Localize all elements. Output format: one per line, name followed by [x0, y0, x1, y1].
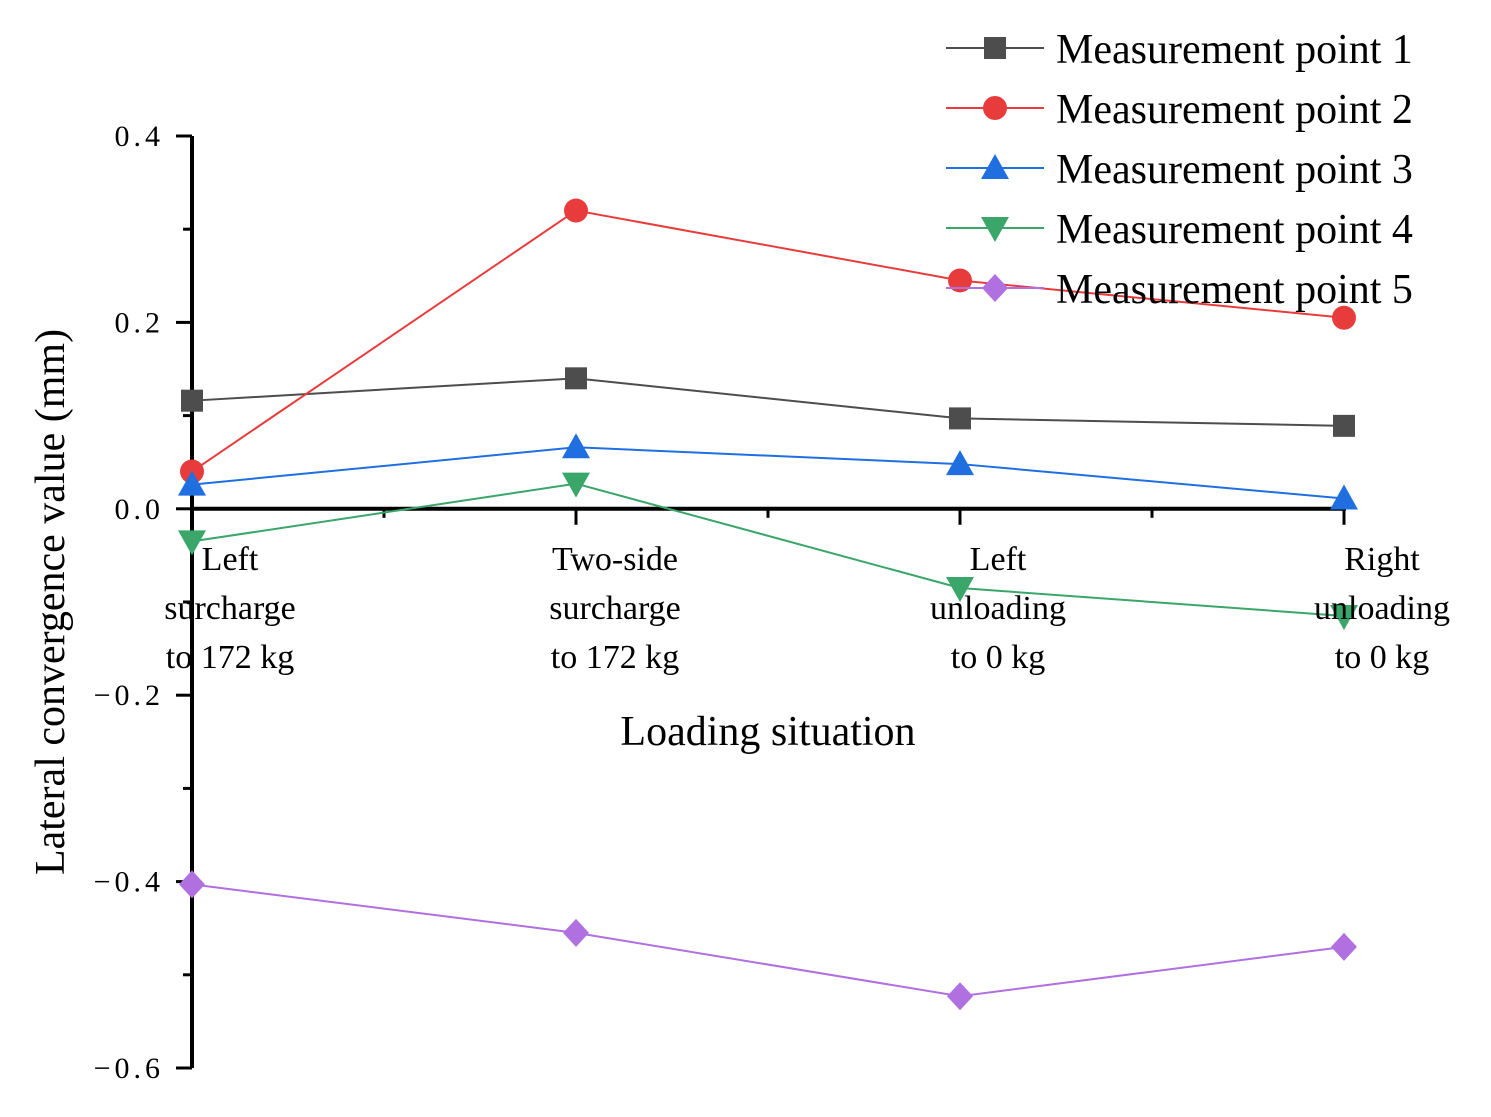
category-labels: Left surcharge to 172 kg Two-side surcharge t… [164, 541, 1450, 676]
data-point [562, 433, 590, 459]
x-tick-label-line: to 172 kg [551, 639, 679, 676]
legend-entry-2: Measurement point 2 [946, 87, 1413, 133]
y-axis-title: Lateral convergence value (mm) [28, 329, 74, 875]
legend: Measurement point 1 Measurement point 2 Me… [946, 27, 1413, 313]
data-point [946, 450, 974, 476]
x-tick-label: Right unloading to 0 kg [1314, 541, 1450, 676]
series-measurement-point-2 [180, 198, 1356, 484]
legend-label: Measurement point 3 [1056, 147, 1413, 193]
y-tick-label: −0.6 [94, 1052, 164, 1085]
data-point [178, 470, 206, 496]
y-tick-label: −0.4 [94, 866, 164, 899]
series-line [191, 446, 1345, 500]
x-tick-label-line: Right [1344, 541, 1420, 578]
axes: −0.6 −0.4 −0.2 0.0 0.2 0.4 Loading situation La… [28, 120, 1346, 1085]
legend-marker [981, 217, 1009, 242]
y-tick-label: 0.0 [115, 493, 165, 526]
legend-entry-5: Measurement point 5 [946, 267, 1413, 313]
series-measurement-point-4 [178, 472, 1358, 630]
data-point [947, 982, 973, 1011]
series-measurement-point-1 [181, 367, 1355, 437]
x-tick-label-line: to 172 kg [166, 639, 294, 676]
x-tick-label-line: surcharge [549, 590, 681, 627]
legend-label: Measurement point 4 [1056, 207, 1413, 253]
legend-label: Measurement point 1 [1056, 27, 1413, 73]
data-point [564, 198, 588, 223]
data-point [946, 577, 974, 603]
data-point [949, 407, 971, 430]
data-point [562, 472, 590, 498]
data-point [1333, 414, 1355, 437]
series-line [191, 377, 1345, 427]
x-tick-label-line: unloading [1314, 590, 1450, 627]
series-measurement-point-5 [179, 870, 1357, 1011]
data-point [563, 918, 589, 947]
x-tick-label-line: Left [202, 541, 259, 578]
legend-entry-4: Measurement point 4 [946, 207, 1413, 253]
data-point [1332, 305, 1356, 330]
data-point [179, 870, 205, 899]
x-tick-label-line: surcharge [164, 590, 296, 627]
legend-label: Measurement point 2 [1056, 87, 1413, 133]
series-measurement-point-3 [178, 433, 1358, 510]
x-tick-label: Left surcharge to 172 kg [164, 541, 296, 676]
x-tick-label: Left unloading to 0 kg [930, 541, 1066, 676]
y-tick-label: 0.4 [115, 120, 165, 153]
legend-label: Measurement point 5 [1056, 267, 1413, 313]
data-point [1330, 604, 1358, 630]
series-line [191, 482, 1345, 617]
y-tick-label: 0.2 [115, 306, 165, 339]
x-tick-label-line: to 0 kg [1335, 639, 1429, 676]
series-line [191, 883, 1345, 998]
data-point [1330, 484, 1358, 510]
x-tick-label-line: to 0 kg [951, 639, 1045, 676]
legend-marker [982, 274, 1008, 302]
legend-marker [981, 154, 1009, 179]
x-tick-label-line: unloading [930, 590, 1066, 627]
data-point [565, 367, 587, 390]
series-line [191, 209, 1345, 473]
x-tick-label-line: Left [970, 541, 1027, 578]
data-point [181, 389, 203, 412]
x-tick-label: Two-side surcharge to 172 kg [549, 541, 681, 676]
data-point [178, 530, 206, 556]
x-axis-title: Loading situation [620, 709, 915, 755]
data-point [948, 268, 972, 293]
legend-marker [983, 96, 1007, 120]
x-tick-label-line: Two-side [552, 541, 678, 578]
legend-marker [984, 37, 1006, 59]
legend-entry-3: Measurement point 3 [946, 147, 1413, 193]
legend-entry-1: Measurement point 1 [946, 27, 1413, 73]
y-tick-label: −0.2 [94, 679, 164, 712]
data-point [1331, 932, 1357, 961]
series-layer [178, 198, 1358, 1011]
